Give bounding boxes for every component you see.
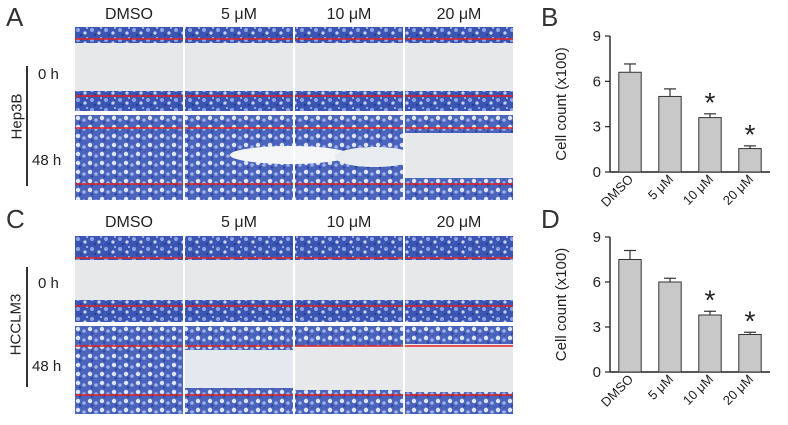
significance-marker-2: * (705, 87, 716, 118)
y-tick-label: 0 (593, 364, 601, 381)
x-tick-label-1: 5 μM (645, 172, 676, 203)
y-tick-label: 3 (593, 319, 601, 336)
micrograph-grid-hcclm3 (75, 236, 515, 414)
cell-line-label-hcclm3: HCCLM3 (7, 293, 25, 356)
column-header-20um-bottom: 20 μM (436, 214, 482, 231)
bar-1 (658, 281, 682, 373)
column-header-dmso-bottom: DMSO (105, 214, 153, 231)
bar-0 (618, 259, 642, 373)
bar-3 (738, 334, 762, 373)
panel-label-d: D (541, 204, 560, 234)
row-bracket-hep3b (26, 66, 28, 186)
x-tick-label-3: 20 μM (720, 372, 756, 408)
x-tick-label-0: DMSO (598, 172, 636, 210)
y-tick-label: 9 (593, 28, 601, 45)
y-tick-label: 3 (593, 119, 601, 136)
significance-marker-2: * (705, 284, 716, 315)
column-header-10um-bottom: 10 μM (326, 214, 372, 231)
column-header-20um-top: 20 μM (436, 6, 482, 23)
column-header-dmso-top: DMSO (105, 6, 153, 23)
y-tick-label: 6 (593, 274, 601, 291)
time-label-48h-hep3b: 48 h (32, 152, 62, 169)
time-label-48h-hcclm3: 48 h (32, 358, 62, 375)
significance-marker-3: * (745, 119, 756, 150)
time-label-0h-hcclm3: 0 h (38, 275, 59, 292)
y-tick-label: 0 (593, 164, 601, 181)
cell-line-label-hep3b: Hep3B (8, 93, 26, 140)
bar-1 (658, 95, 682, 173)
panel-label-a: A (6, 2, 24, 32)
y-tick-label: 6 (593, 73, 601, 90)
bar-chart-d: Cell count (x100) 0 3 6 9 DMSO 5 μM * 10 μM * 20 μ… (553, 229, 770, 410)
significance-marker-3: * (745, 305, 756, 336)
column-header-10um-top: 10 μM (326, 6, 372, 23)
x-tick-label-2: 10 μM (680, 372, 716, 408)
row-bracket-hcclm3 (26, 267, 28, 387)
panel-label-c: C (6, 204, 25, 234)
x-tick-label-2: 10 μM (680, 172, 716, 208)
panel-label-b: B (541, 2, 559, 32)
bar-3 (738, 148, 762, 173)
time-label-0h-hep3b: 0 h (38, 66, 59, 83)
column-header-5um-top: 5 μM (221, 6, 257, 23)
micrograph-grid-hep3b (75, 27, 515, 200)
bar-chart-b: Cell count (x100) 0 3 6 9 DMSO 5 μM * 10 μM * 20 μ… (553, 28, 770, 210)
y-axis-label: Cell count (x100) (553, 47, 570, 160)
column-header-5um-bottom: 5 μM (221, 214, 257, 231)
y-axis-label: Cell count (x100) (553, 248, 570, 361)
y-tick-label: 9 (593, 229, 601, 246)
x-tick-label-1: 5 μM (645, 372, 676, 403)
x-tick-label-3: 20 μM (720, 172, 756, 208)
bar-0 (618, 71, 642, 173)
bar-2 (698, 117, 722, 173)
x-tick-label-0: DMSO (598, 372, 636, 410)
bar-2 (698, 314, 722, 373)
